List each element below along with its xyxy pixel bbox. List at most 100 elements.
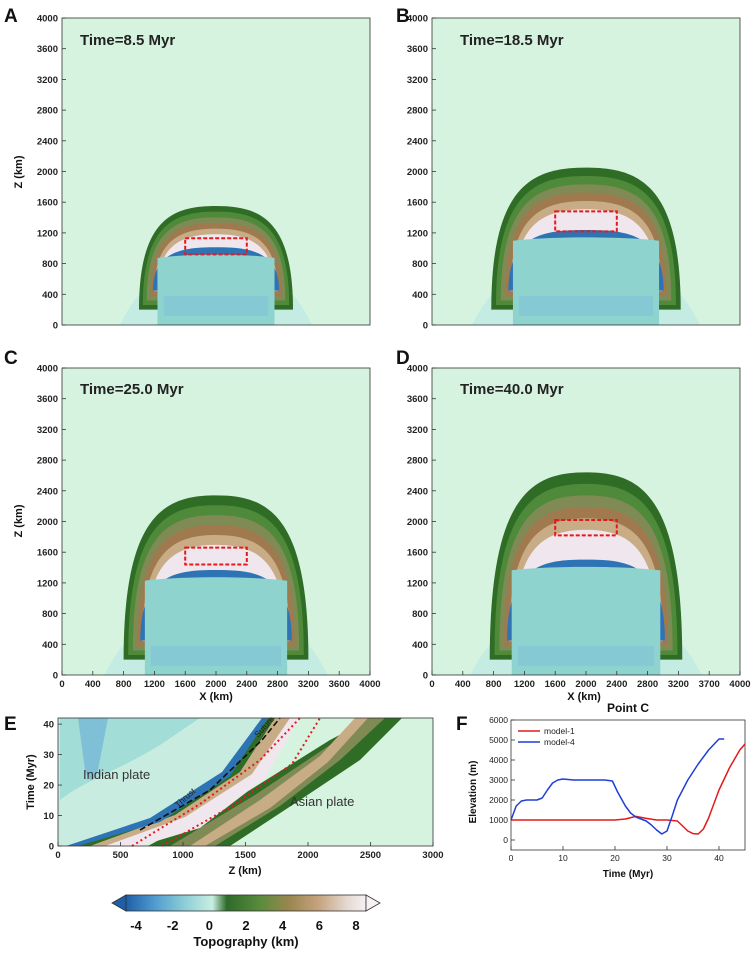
map-ytick-label-d: 1600 — [407, 548, 428, 559]
map-ytick-label-d: 800 — [412, 609, 428, 620]
map-ytick-label-a: 3600 — [37, 44, 58, 55]
map-ytick-label-c: 0 — [53, 671, 58, 682]
map-xtick-label-d: 0 — [429, 679, 434, 690]
map-ytick-label-c: 2800 — [37, 456, 58, 467]
panel-letter-d: D — [396, 348, 410, 369]
suture-white-band — [105, 718, 300, 846]
map-red-box-a — [184, 237, 248, 256]
legend-label-model-1: model-1 — [544, 726, 575, 736]
map-ytick-label-b: 800 — [412, 259, 428, 270]
map-ytick-label-a: 2400 — [37, 136, 58, 147]
panel-a: 0 400 800 1200 1600 2000 2400 2800 3200 3600 4000 — [37, 14, 371, 332]
map-xtick-label-c: 800 — [116, 679, 132, 690]
colorbar: Topography (km) — [111, 894, 381, 949]
f-ytick-label: 4000 — [489, 755, 508, 765]
f-xtick-label: 30 — [662, 853, 672, 863]
map-ytick-label-a: 2000 — [37, 167, 58, 178]
map-xtick-label-c: 1200 — [144, 679, 165, 690]
map-ytick-label-a: 4000 — [37, 14, 58, 25]
panel-letter-f: F — [456, 714, 468, 735]
y-axis-label-c: Z (km) — [13, 504, 25, 537]
map-xtick-label-c: 1600 — [175, 679, 196, 690]
panel-letter-e: E — [4, 714, 17, 735]
map-ytick-label-c: 3200 — [37, 425, 58, 436]
panel-e-x-label: Z (km) — [229, 865, 262, 877]
map-blue-band-b — [519, 295, 653, 316]
map-xtick-label-d: 400 — [455, 679, 471, 690]
map-xtick-label-d: 2400 — [606, 679, 627, 690]
x-axis-label-d: X (km) — [567, 691, 601, 703]
map-xtick-label-c: 0 — [59, 679, 64, 690]
map-ytick-label-b: 3200 — [407, 75, 428, 86]
map-ytick-label-a: 0 — [53, 321, 58, 332]
map-xtick-label-c: 400 — [85, 679, 101, 690]
map-ytick-label-d: 3200 — [407, 425, 428, 436]
map-xtick-label-d: 3700 — [699, 679, 720, 690]
panel-e-xtick-label: 0 — [55, 850, 60, 861]
panel-f-y-label: Elevation (m) — [468, 761, 479, 824]
series-line-model-1 — [511, 743, 746, 835]
panel-e-ytick-label: 20 — [43, 781, 54, 792]
map-xtick-label-d: 1200 — [514, 679, 535, 690]
map-xtick-label-c: 3200 — [298, 679, 319, 690]
panel-e: Indian plate Asian plate Suture Thrust T… — [25, 714, 434, 877]
map-ytick-label-b: 2400 — [407, 136, 428, 147]
map-blue-band-d — [517, 645, 655, 666]
f-xtick-label: 0 — [509, 853, 514, 863]
map-ytick-label-b: 3600 — [407, 44, 428, 55]
label-indian-plate: Indian plate — [83, 767, 150, 782]
map-ytick-label-b: 4000 — [407, 14, 428, 25]
map-ytick-label-c: 1600 — [37, 548, 58, 559]
map-ytick-label-d: 2800 — [407, 456, 428, 467]
time-label-b: Time=18.5 Myr — [460, 32, 564, 49]
legend-label-model-4: model-4 — [544, 737, 575, 747]
panel-f: Point C Elevation (m) Time (Myr) model-1… — [468, 701, 746, 880]
map-ytick-label-c: 400 — [42, 640, 58, 651]
suture-line — [139, 717, 281, 831]
panel-e-ytick-label: 40 — [43, 720, 54, 731]
map-ytick-label-d: 2400 — [407, 486, 428, 497]
red-dotted-line-2 — [161, 717, 321, 847]
colorbar-ticks: -4 -2 0 2 4 6 8 — [130, 918, 359, 933]
colorbar-tick-label: 8 — [352, 918, 359, 933]
panel-f-frame — [510, 719, 746, 851]
x-axis-label-c: X (km) — [199, 691, 233, 703]
map-xtick-label-c: 2000 — [205, 679, 226, 690]
panel-letter-c: C — [4, 348, 18, 369]
panel-e-ticks: 0 500 1000 1500 2000 2500 3000 0 10 20 30 40 — [43, 720, 443, 861]
colorbar-tick-label: -2 — [167, 918, 179, 933]
map-xtick-label-c: 2800 — [267, 679, 288, 690]
map-ytick-label-b: 2000 — [407, 167, 428, 178]
panel-c: 0 400 800 1200 1600 2000 2400 2800 3200 3600 4000 0… — [37, 364, 381, 691]
colorbar-gradient — [125, 894, 367, 912]
f-ytick-label: 6000 — [489, 715, 508, 725]
panel-e-xtick-label: 2000 — [297, 850, 318, 861]
colorbar-low-arrow — [111, 894, 127, 912]
f-xtick-label: 10 — [558, 853, 568, 863]
panel-d: 0 400 800 1200 1600 2000 2400 2800 3200 3600 4000 0… — [407, 364, 751, 691]
colorbar-tick-label: 6 — [316, 918, 323, 933]
map-ytick-label-d: 4000 — [407, 364, 428, 375]
f-xtick-label: 40 — [714, 853, 724, 863]
map-ytick-label-c: 1200 — [37, 578, 58, 589]
map-xtick-label-d: 3200 — [668, 679, 689, 690]
panel-letter-a: A — [4, 6, 18, 27]
indian-plate-bump — [78, 718, 108, 780]
map-ytick-label-a: 400 — [42, 290, 58, 301]
colorbar-label: Topography (km) — [193, 934, 298, 949]
colorbar-tick-label: 0 — [206, 918, 213, 933]
map-ytick-label-d: 3600 — [407, 394, 428, 405]
f-ytick-label: 3000 — [489, 775, 508, 785]
panel-e-xtick-label: 3000 — [422, 850, 443, 861]
time-label-c: Time=25.0 Myr — [80, 381, 184, 398]
label-asian-plate: Asian plate — [290, 794, 354, 809]
map-ytick-label-b: 1200 — [407, 228, 428, 239]
map-ytick-label-a: 3200 — [37, 75, 58, 86]
panel-e-xtick-label: 500 — [113, 850, 129, 861]
map-blue-band-a — [163, 295, 269, 316]
panel-f-title: Point C — [607, 701, 649, 715]
map-ytick-label-b: 0 — [423, 321, 428, 332]
map-xtick-label-d: 1600 — [545, 679, 566, 690]
panel-e-xtick-label: 1500 — [235, 850, 256, 861]
